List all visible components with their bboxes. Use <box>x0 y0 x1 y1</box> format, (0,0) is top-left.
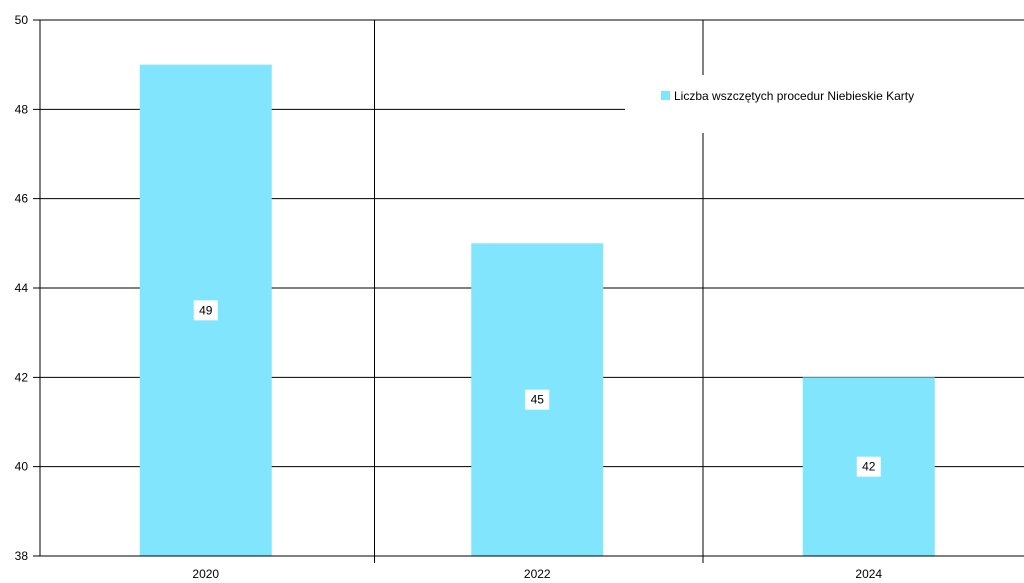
x-tick-label: 2024 <box>855 567 882 581</box>
legend-swatch <box>661 91 670 100</box>
data-label: 49 <box>199 303 213 317</box>
y-tick-label: 48 <box>15 102 29 116</box>
x-tick-label: 2022 <box>524 567 551 581</box>
data-label-background <box>193 300 218 321</box>
data-label-background <box>856 456 881 477</box>
x-tick-label: 2020 <box>192 567 219 581</box>
y-tick-label: 46 <box>15 192 29 206</box>
y-tick-label: 38 <box>15 549 29 563</box>
axes <box>39 20 1024 557</box>
data-label-background <box>525 389 550 410</box>
data-label: 45 <box>531 393 545 407</box>
data-label: 42 <box>862 460 876 474</box>
tick-labels: 38 40 42 44 46 48 50 2020 2022 2024 <box>15 13 883 581</box>
y-tick-label: 50 <box>15 13 29 27</box>
legend-background <box>625 75 1024 133</box>
y-tick-label: 42 <box>15 370 29 384</box>
data-labels: 49 45 42 <box>193 300 881 477</box>
legend-label: Liczba wszczętych procedur Niebieskie Ka… <box>674 89 914 103</box>
y-tick-label: 40 <box>15 460 29 474</box>
legend: Liczba wszczętych procedur Niebieskie Ka… <box>625 75 1024 133</box>
bars <box>139 64 935 557</box>
y-tick-label: 44 <box>15 281 29 295</box>
